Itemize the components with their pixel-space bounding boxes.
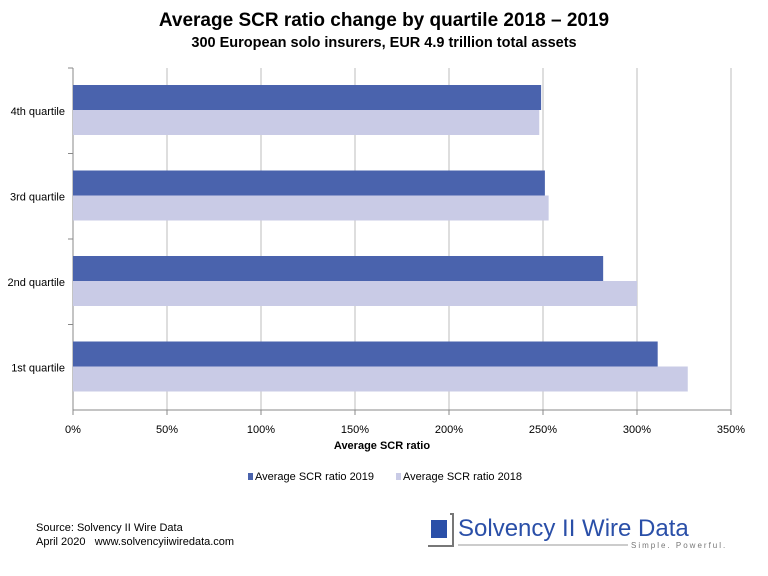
chart-subtitle: 300 European solo insurers, EUR 4.9 tril…	[191, 35, 577, 51]
x-tick-label: 300%	[623, 424, 651, 436]
x-tick-label: 0%	[65, 424, 81, 436]
y-tick-label: 2nd quartile	[8, 277, 66, 289]
legend-label: Average SCR ratio 2018	[403, 471, 522, 483]
logo: Solvency II Wire Data Simple. Powerful.	[428, 513, 727, 550]
y-tick-label: 3rd quartile	[10, 191, 65, 203]
x-tick-label: 250%	[529, 424, 557, 436]
date-url-note: April 2020 www.solvencyiiwiredata.com	[36, 536, 235, 548]
x-axis-label: Average SCR ratio	[334, 440, 430, 452]
y-tick-label: 4th quartile	[11, 106, 65, 118]
legend-swatch	[248, 473, 253, 480]
bar-2019	[73, 85, 542, 110]
logo-square-icon	[431, 520, 447, 538]
legend-swatch	[396, 473, 401, 480]
x-tick-label: 350%	[717, 424, 745, 436]
logo-name: Solvency II Wire Data	[458, 515, 689, 542]
legend-label: Average SCR ratio 2019	[255, 471, 374, 483]
bar-2019	[73, 170, 545, 196]
x-tick-label: 50%	[156, 424, 178, 436]
bar-2018	[73, 195, 549, 221]
x-tick-label: 200%	[435, 424, 463, 436]
bar-chart: 0% 50% 100% 150% 200% 250% 300% 350% Average SCR…	[8, 67, 745, 483]
bar-2018	[73, 110, 540, 135]
chart-title: Average SCR ratio change by quartile 201…	[158, 10, 610, 31]
bar-2018	[73, 281, 637, 306]
source-note: Source: Solvency II Wire Data	[36, 522, 183, 534]
bar-2018	[73, 366, 688, 392]
y-tick-label: 1st quartile	[11, 362, 65, 374]
bar-2019	[73, 341, 658, 367]
x-tick-label: 100%	[247, 424, 275, 436]
logo-tagline: Simple. Powerful.	[631, 541, 727, 550]
x-tick-label: 150%	[341, 424, 369, 436]
bar-2019	[73, 256, 604, 281]
